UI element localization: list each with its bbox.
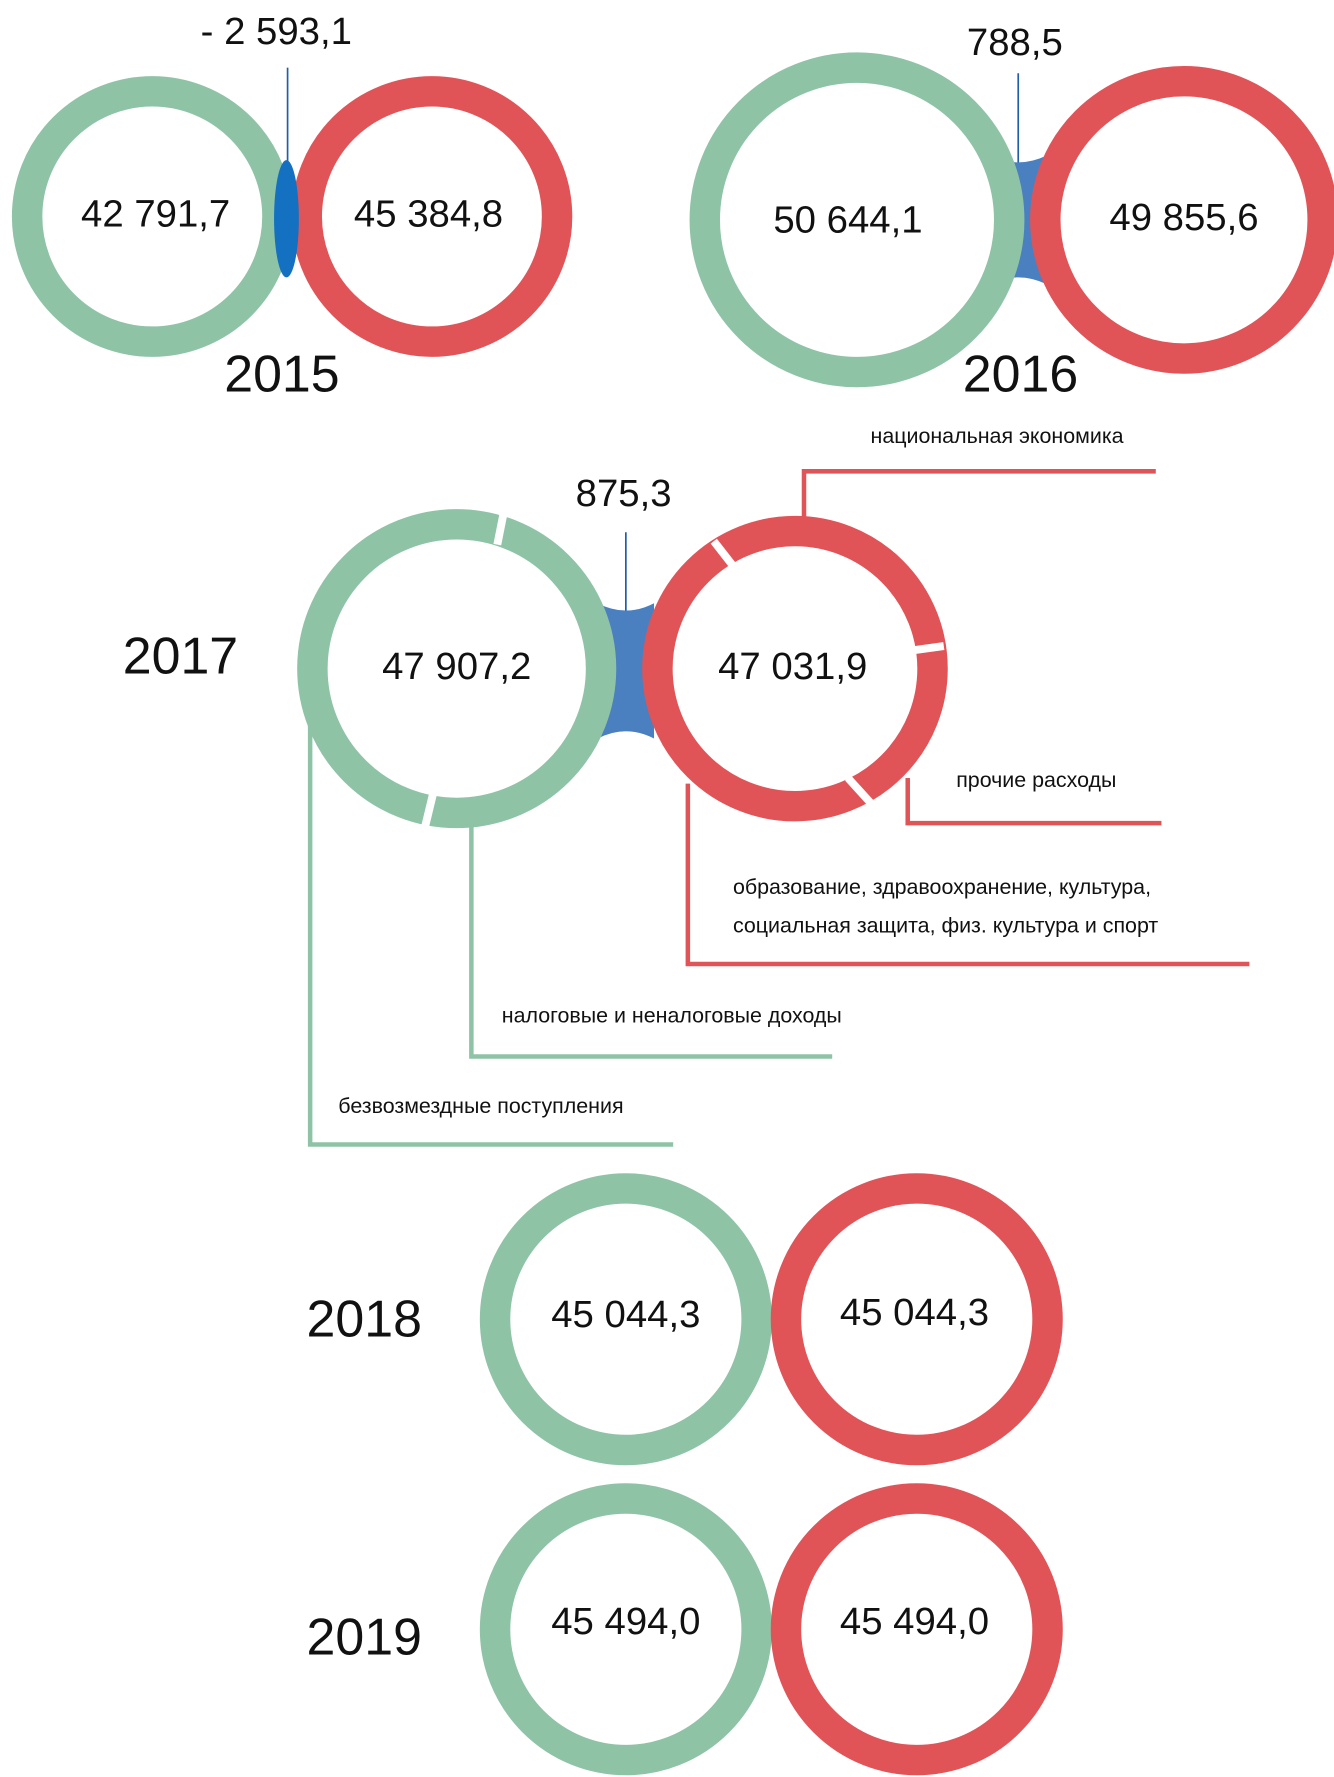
expense-ring	[770, 1483, 1063, 1776]
income-ring	[689, 52, 1025, 388]
expense-ring	[770, 1173, 1063, 1466]
income-ring	[479, 1173, 772, 1466]
balance-lens	[274, 160, 299, 278]
segment-label: безвозмездные поступления	[338, 1094, 623, 1118]
year-2016: 788,5 50 644,1 49 855,6 2016	[689, 21, 1334, 402]
segment-gap	[710, 538, 738, 570]
balance: 875,3	[576, 472, 672, 515]
year-2017: 875,3 47 907,2 47 031,9 2017 национальна…	[123, 424, 1250, 1147]
leader-line	[469, 823, 833, 1059]
expense: 47 031,9	[718, 645, 867, 688]
income: 47 907,2	[382, 645, 531, 688]
expense-ring	[642, 515, 948, 822]
segment-gap	[421, 792, 437, 828]
segment-label: образование, здравоохранение, культура,	[733, 875, 1151, 899]
leader-line	[685, 783, 1250, 967]
income-ring	[479, 1483, 772, 1776]
income: 45 494,0	[551, 1600, 700, 1643]
year-2015: - 2 593,1 42 791,7 45 384,8 2015	[11, 10, 573, 402]
segment-label: социальная защита, физ. культура и спорт	[733, 913, 1158, 937]
leader-line	[307, 721, 674, 1147]
expense: 45 384,8	[354, 193, 503, 236]
year-2019: 45 494,0 45 494,0 2019	[307, 1483, 1063, 1776]
year-label: 2018	[307, 1289, 422, 1347]
expense-ring	[291, 76, 573, 357]
segment-gap	[493, 510, 508, 546]
leader-line	[801, 469, 1156, 519]
year-label: 2015	[224, 344, 339, 402]
segment-label: налоговые и неналоговые доходы	[502, 1004, 842, 1028]
leader-line	[905, 778, 1162, 826]
expense: 45 494,0	[840, 1600, 989, 1643]
year-label: 2016	[963, 344, 1078, 402]
income: 45 044,3	[551, 1293, 700, 1336]
expense-ring	[1030, 66, 1334, 374]
segment-gap	[845, 775, 874, 806]
year-2018: 45 044,3 45 044,3 2018	[307, 1173, 1063, 1466]
income-ring	[297, 509, 617, 829]
segment-label: прочие расходы	[956, 768, 1116, 792]
income: 50 644,1	[773, 198, 922, 241]
balance: 788,5	[967, 21, 1063, 64]
income: 42 791,7	[81, 193, 230, 236]
segment-label: национальная экономика	[871, 424, 1124, 448]
segment-gap	[910, 642, 945, 655]
year-label: 2017	[123, 626, 238, 684]
expense: 45 044,3	[840, 1291, 989, 1334]
balance: - 2 593,1	[201, 10, 352, 53]
year-label: 2019	[307, 1607, 422, 1665]
expense: 49 855,6	[1109, 196, 1258, 239]
